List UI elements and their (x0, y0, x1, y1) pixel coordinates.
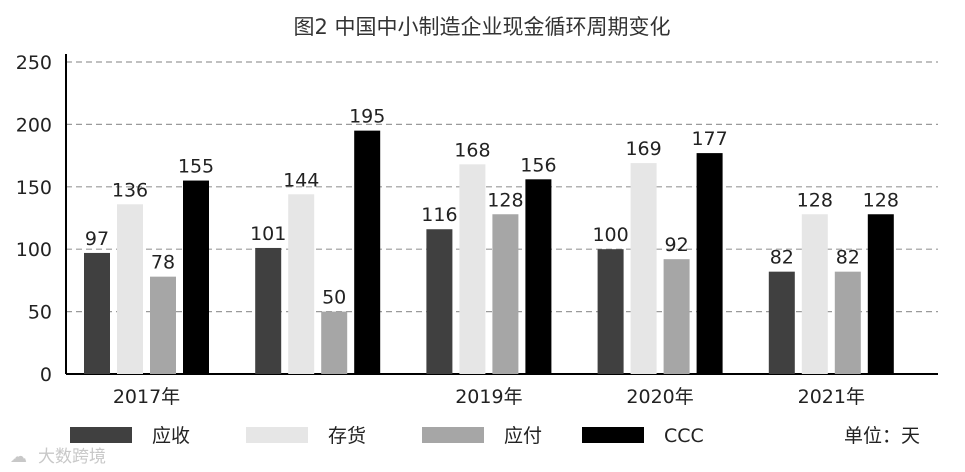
watermark: ☁ 大数跨境 (10, 447, 106, 467)
unit-label: 单位：天 (844, 425, 920, 447)
y-tick-label: 150 (16, 177, 52, 199)
x-tick-label: 2020年 (626, 386, 693, 408)
legend-swatch (422, 427, 484, 443)
bar (525, 179, 552, 374)
bar (696, 153, 723, 374)
legend-label: CCC (664, 425, 704, 447)
data-label: 100 (592, 224, 628, 246)
data-label: 92 (665, 234, 689, 256)
legend-swatch (582, 427, 644, 443)
legend-swatch (70, 427, 132, 443)
data-label: 78 (151, 252, 175, 274)
bar (867, 214, 894, 374)
data-label: 128 (487, 189, 523, 211)
bar (492, 214, 519, 374)
data-label: 136 (112, 179, 148, 201)
data-label: 144 (283, 169, 319, 191)
bar (321, 311, 348, 374)
data-label: 169 (625, 138, 661, 160)
bar (597, 249, 624, 374)
data-label: 116 (421, 204, 457, 226)
bar (834, 271, 861, 374)
bar (459, 164, 486, 374)
watermark-icon: ☁ (10, 447, 27, 467)
bars (84, 130, 894, 374)
legend-label: 存货 (328, 425, 366, 447)
data-label: 155 (178, 156, 214, 178)
data-label: 195 (349, 106, 385, 128)
data-labels: 97 136 78 155 101 144 50 195 116 168 128 156 100 169 9… (85, 106, 899, 309)
bar (183, 180, 209, 374)
bar (426, 229, 453, 374)
y-tick-label: 50 (28, 302, 52, 324)
legend-swatch (246, 427, 308, 443)
data-label: 101 (250, 223, 286, 245)
bar (768, 271, 795, 374)
bar (255, 247, 282, 374)
data-label: 82 (836, 247, 860, 269)
gridlines (66, 61, 938, 313)
bar (84, 252, 110, 374)
data-label: 177 (691, 128, 727, 150)
legend-label: 应收 (152, 425, 190, 447)
category-labels: 2017年 2019年 2020年 2021年 (113, 386, 865, 408)
y-tick-label: 100 (16, 239, 52, 261)
bar (663, 259, 690, 374)
bar (150, 276, 176, 374)
data-label: 128 (863, 189, 899, 211)
y-tick-label: 250 (16, 52, 52, 74)
data-label: 128 (797, 189, 833, 211)
data-label: 168 (454, 139, 490, 161)
x-tick-label: 2021年 (798, 386, 865, 408)
bar (117, 204, 143, 374)
chart-title: 图2 中国中小制造企业现金循环周期变化 (293, 15, 670, 39)
data-label: 82 (770, 247, 794, 269)
watermark-text: 大数跨境 (38, 447, 106, 467)
data-label: 156 (520, 154, 556, 176)
legend-label: 应付 (504, 425, 542, 447)
bar (354, 130, 381, 374)
x-tick-label: 2019年 (455, 386, 522, 408)
legend: 应收 存货 应付 CCC (70, 425, 704, 447)
bar (630, 163, 657, 374)
y-tick-label: 200 (16, 114, 52, 136)
bar (288, 194, 315, 374)
bar (801, 214, 828, 374)
data-label: 50 (322, 287, 346, 309)
y-tick-label: 0 (40, 364, 52, 386)
data-label: 97 (85, 228, 109, 250)
x-tick-label: 2017年 (113, 386, 180, 408)
